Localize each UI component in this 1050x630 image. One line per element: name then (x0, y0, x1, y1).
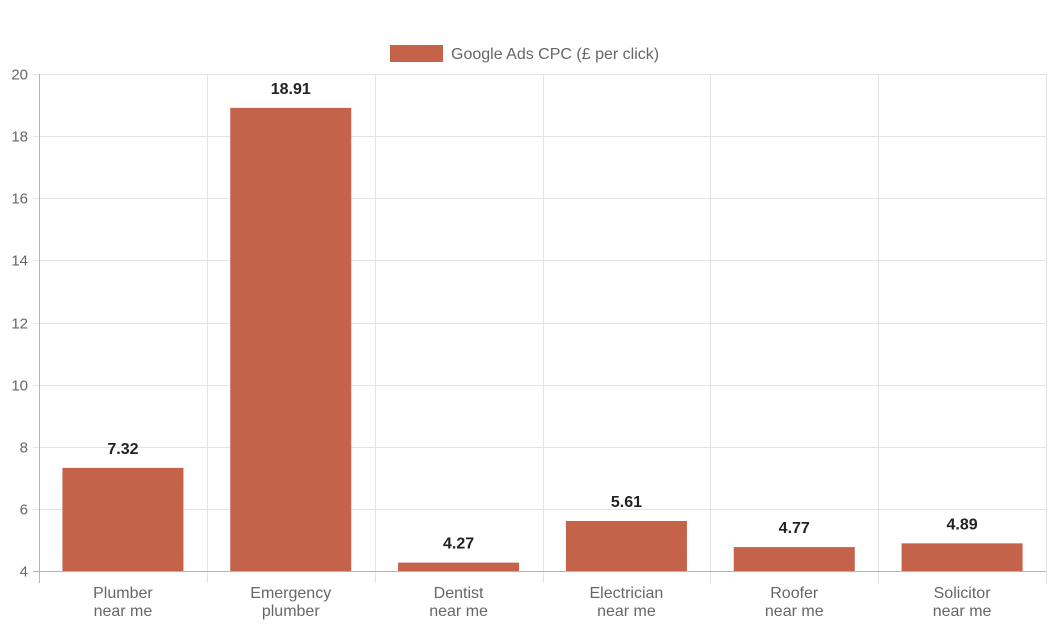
x-tick-label-line: near me (765, 603, 824, 620)
x-tick-label-line: Roofer (770, 585, 819, 602)
x-tick-label: Electrician near me (590, 585, 664, 620)
x-tick-label-line: near me (933, 603, 992, 620)
y-tick-label: 6 (20, 502, 28, 519)
data-label: 4.89 (947, 516, 978, 533)
bar[interactable] (901, 543, 1023, 571)
x-tick-label-line: Dentist (434, 585, 484, 602)
grid-layer (33, 74, 1047, 583)
x-tick-label: Solicitor near me (933, 585, 992, 620)
y-tick-label: 8 (20, 440, 28, 457)
x-tick-label: Roofer near me (765, 585, 824, 620)
y-tick-label: 16 (11, 191, 28, 208)
bars-layer (62, 107, 1023, 571)
x-tick-label-line: Solicitor (934, 585, 992, 602)
bar[interactable] (398, 562, 520, 571)
x-tick-label-line: Plumber (93, 585, 153, 602)
legend[interactable]: Google Ads CPC (£ per click) (390, 45, 659, 63)
y-tick-label: 18 (11, 129, 28, 146)
x-tick-label: Emergency plumber (250, 585, 331, 620)
x-tick-label-line: Emergency (250, 585, 331, 602)
data-label: 4.77 (779, 520, 810, 537)
bar[interactable] (62, 467, 184, 571)
x-tick-label-line: near me (597, 603, 656, 620)
x-tick-label-line: near me (429, 603, 488, 620)
x-tick-label-line: plumber (262, 603, 320, 620)
x-tick-label-line: near me (94, 603, 153, 620)
x-tick-label: Dentist near me (429, 585, 488, 620)
y-tick-label: 10 (11, 378, 28, 395)
bar[interactable] (733, 547, 855, 571)
x-tick-label: Plumber near me (93, 585, 153, 620)
data-label: 18.91 (271, 81, 311, 98)
legend-swatch[interactable] (390, 45, 443, 62)
y-tick-label: 14 (11, 253, 28, 270)
legend-label[interactable]: Google Ads CPC (£ per click) (451, 46, 659, 63)
bar[interactable] (230, 107, 352, 571)
y-tick-label: 4 (20, 564, 28, 581)
data-label: 4.27 (443, 536, 474, 553)
bar[interactable] (565, 520, 687, 571)
x-tick-label-line: Electrician (590, 585, 664, 602)
y-tick-label: 12 (11, 316, 28, 333)
data-label: 5.61 (611, 494, 642, 511)
data-label: 7.32 (107, 441, 138, 458)
y-tick-label: 20 (11, 67, 28, 84)
